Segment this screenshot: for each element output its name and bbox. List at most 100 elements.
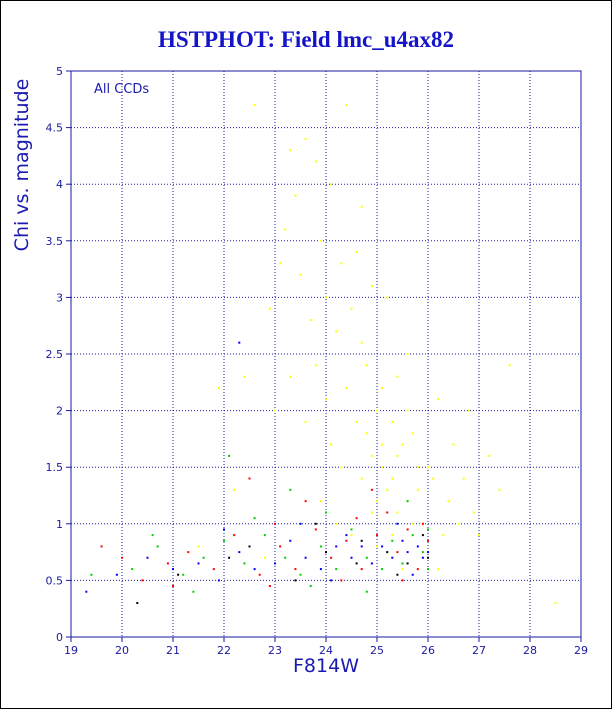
data-point	[172, 585, 174, 588]
data-point	[427, 539, 429, 542]
data-point	[401, 539, 404, 542]
data-point	[202, 556, 205, 559]
data-point	[488, 454, 491, 457]
x-tick-label: 23	[268, 644, 282, 657]
data-point	[411, 522, 414, 525]
data-point	[325, 296, 327, 299]
data-point	[223, 539, 225, 542]
data-point	[421, 522, 424, 525]
data-point	[376, 500, 378, 503]
data-point	[253, 103, 256, 106]
data-point	[391, 556, 394, 559]
data-point	[335, 568, 338, 571]
data-point	[406, 551, 409, 554]
data-point	[427, 551, 429, 554]
data-point	[197, 545, 200, 548]
data-point	[289, 375, 292, 378]
data-point	[304, 500, 307, 503]
data-point	[146, 556, 149, 559]
data-point	[197, 562, 200, 565]
y-tick-label: 1.5	[46, 461, 64, 474]
data-point	[406, 353, 409, 355]
data-point	[217, 579, 220, 582]
data-point	[233, 534, 236, 537]
y-tick-label: 5	[56, 65, 63, 78]
data-point	[381, 386, 384, 389]
data-point	[381, 568, 384, 571]
data-point	[340, 579, 343, 582]
data-point	[309, 319, 312, 322]
data-point	[100, 545, 103, 548]
data-point	[304, 137, 307, 140]
data-point	[90, 573, 93, 576]
y-tick-label: 0	[56, 631, 63, 644]
data-point	[391, 534, 394, 537]
data-point	[299, 273, 302, 276]
data-point	[268, 307, 271, 310]
data-point	[350, 307, 353, 310]
y-tick-label: 2	[56, 405, 63, 418]
data-point	[376, 534, 378, 537]
data-point	[299, 522, 302, 525]
data-point	[325, 511, 327, 514]
data-point	[115, 573, 118, 576]
x-tick-label: 20	[115, 644, 129, 657]
data-point	[365, 432, 368, 435]
data-point	[427, 466, 429, 469]
data-point	[192, 590, 195, 593]
data-point	[345, 539, 348, 542]
data-point	[289, 488, 292, 491]
data-point	[85, 590, 88, 593]
data-point	[411, 534, 414, 537]
x-tick-label: 21	[166, 644, 180, 657]
data-point	[416, 568, 419, 571]
data-point	[360, 477, 363, 480]
data-point	[396, 573, 399, 576]
data-point	[386, 551, 389, 554]
data-point	[314, 160, 317, 163]
data-point	[217, 386, 220, 389]
data-point	[355, 251, 358, 254]
data-point	[370, 511, 373, 514]
data-point	[447, 500, 450, 503]
data-point	[381, 443, 384, 446]
data-point	[314, 522, 317, 525]
data-point	[263, 534, 266, 537]
data-point	[243, 375, 246, 378]
data-point	[427, 568, 429, 571]
data-point	[335, 330, 338, 333]
data-point	[284, 556, 287, 559]
data-point	[376, 545, 378, 548]
data-point	[136, 602, 139, 605]
data-point	[406, 409, 409, 412]
data-point	[396, 551, 399, 554]
x-tick-label: 25	[370, 644, 384, 657]
x-tick-label: 24	[319, 644, 333, 657]
x-tick-label: 22	[217, 644, 231, 657]
data-point	[360, 568, 363, 571]
data-point	[457, 522, 460, 525]
data-point	[437, 398, 440, 401]
y-tick-label: 2.5	[46, 348, 64, 361]
data-point	[401, 579, 404, 582]
data-point	[355, 420, 358, 423]
data-point	[182, 573, 185, 576]
data-point	[274, 409, 276, 412]
data-point	[401, 562, 404, 565]
data-point	[314, 528, 317, 531]
data-point	[253, 568, 256, 571]
data-point	[416, 545, 419, 548]
data-point	[391, 539, 394, 542]
data-point	[131, 568, 134, 571]
data-point	[335, 522, 338, 525]
data-point	[462, 477, 465, 480]
data-point	[177, 573, 180, 576]
data-point	[309, 585, 312, 588]
data-point	[391, 477, 394, 480]
data-point	[365, 590, 368, 593]
data-point	[243, 562, 246, 565]
data-point	[294, 579, 297, 582]
data-point	[248, 545, 251, 548]
data-point	[279, 545, 282, 548]
data-point	[284, 228, 287, 231]
